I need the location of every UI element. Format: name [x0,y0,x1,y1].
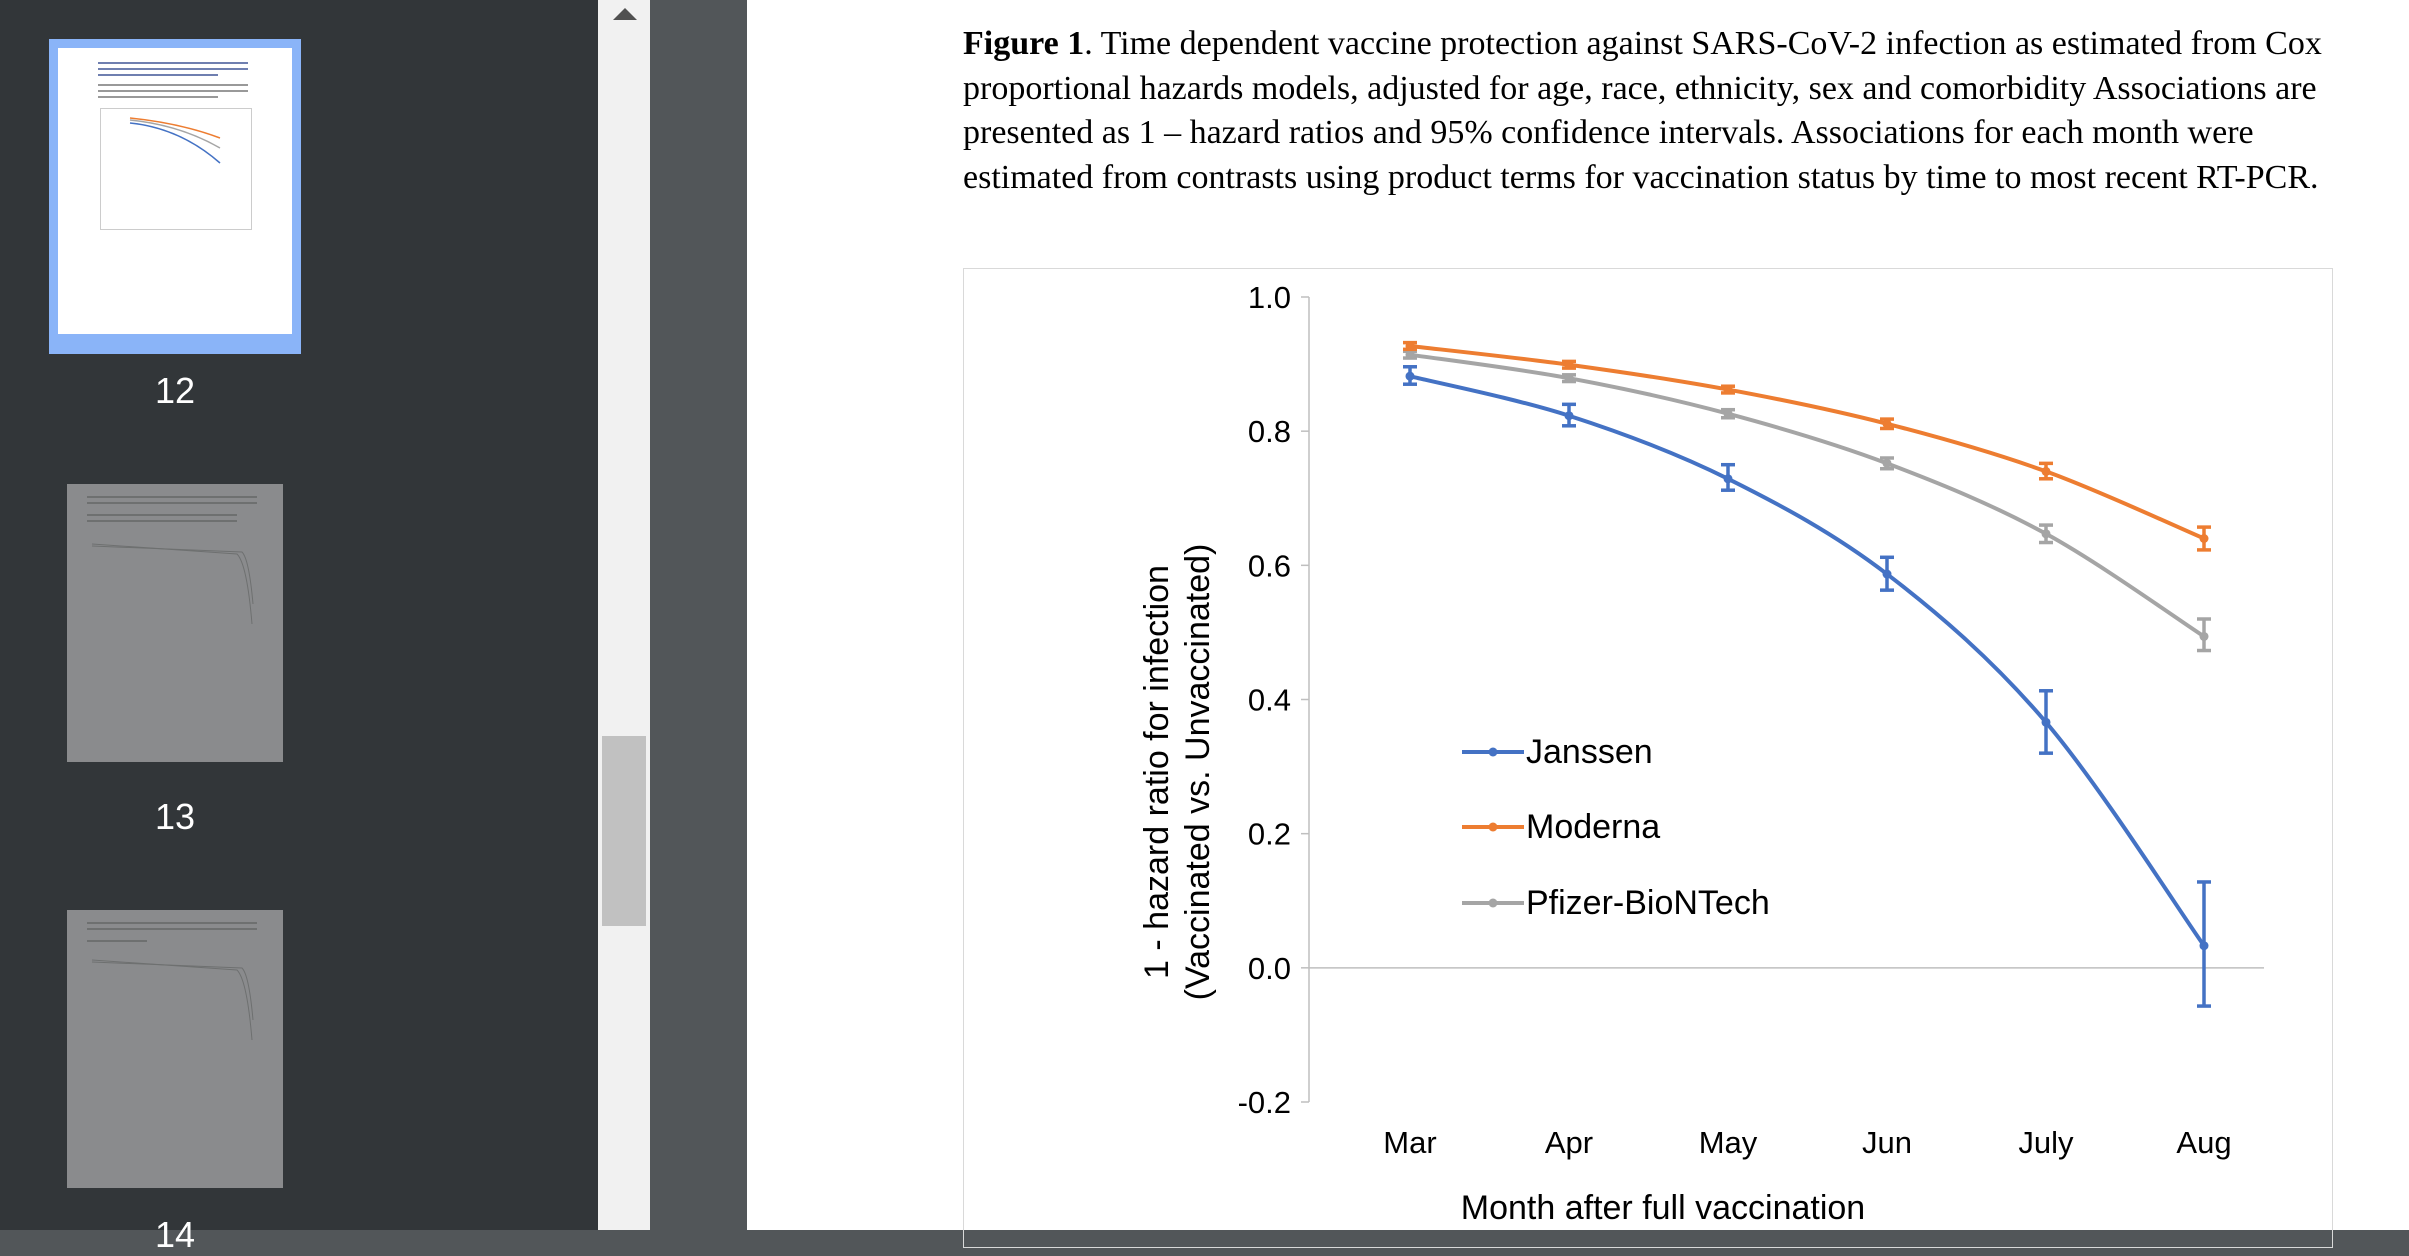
y-tick-label: -0.2 [1238,1085,1291,1120]
legend-label-moderna: Moderna [1526,808,1660,846]
data-point-moderna [1882,419,1892,429]
chart-frame: -0.2 0.0 0.2 0.4 0.6 0.8 1.0 Mar Apr May Jun July Au… [963,268,2333,1248]
data-point-pfizer-biontech [2199,631,2209,641]
x-tick-label: Mar [1383,1125,1436,1160]
x-tick-label: Aug [2176,1125,2231,1160]
thumbnail-page-number: 13 [154,796,196,837]
data-point-janssen [1405,371,1415,381]
data-point-pfizer-biontech [1723,409,1733,419]
x-tick-label: Jun [1862,1125,1912,1160]
thumbnail-sidebar: 12 13 14 [0,0,598,1255]
thumbnail-page-13[interactable] [67,484,283,762]
series-line-pfizer-biontech [1409,352,2206,639]
y-tick-label: 0.0 [1248,951,1291,986]
y-tick-label: 0.2 [1248,817,1291,852]
thumbnail-page-number: 12 [154,370,196,411]
data-point-janssen [1723,474,1733,484]
sidebar-scrollbar[interactable] [598,0,650,1230]
figure-caption: Figure 1. Time dependent vaccine protect… [963,22,2343,200]
y-tick-label: 0.4 [1248,683,1291,718]
data-point-janssen [2199,941,2209,951]
y-tick-label: 0.8 [1248,414,1291,449]
y-axis-label-line2: (Vaccinated vs. Unvaccinated) [1179,544,1217,1001]
data-point-moderna [2199,534,2209,543]
legend-label-pfizer-biontech: Pfizer-BioNTech [1526,884,1770,922]
data-point-janssen [1882,569,1892,579]
series-line-janssen [1409,374,2206,947]
figure-caption-text: . Time dependent vaccine protection agai… [963,25,2322,196]
scroll-up-arrow-icon[interactable] [613,8,637,20]
y-axis-label-line1: 1 - hazard ratio for infection [1138,565,1176,979]
data-point-janssen [2041,717,2051,727]
x-tick-label: Apr [1545,1125,1593,1160]
data-point-pfizer-biontech [1564,373,1574,383]
legend-marker-moderna [1488,822,1498,832]
data-point-pfizer-biontech [1405,350,1415,360]
thumbnail-page-12[interactable] [58,48,292,334]
data-point-janssen [1564,411,1574,421]
legend-label-janssen: Janssen [1526,733,1653,771]
data-point-pfizer-biontech [1882,458,1892,468]
x-axis-label: Month after full vaccination [1461,1189,1865,1227]
data-point-moderna [1564,360,1574,370]
y-tick-label: 0.6 [1248,548,1291,583]
legend-marker-pfizer-biontech [1488,898,1498,908]
figure-caption-label: Figure 1 [963,25,1085,62]
thumbnail-page-number: 14 [154,1214,196,1255]
series-line-moderna [1409,343,2205,541]
document-page: Figure 1. Time dependent vaccine protect… [747,0,2409,1248]
x-tick-label: July [2018,1125,2074,1160]
data-point-moderna [1723,385,1733,395]
legend-marker-janssen [1488,747,1498,757]
data-point-pfizer-biontech [2041,529,2051,539]
x-tick-label: May [1699,1125,1758,1160]
thumbnail-page-14[interactable] [67,910,283,1188]
chart: -0.2 0.0 0.2 0.4 0.6 0.8 1.0 Mar Apr May Jun July Au… [1138,280,2264,1227]
y-tick-label: 1.0 [1248,280,1291,315]
scrollbar-thumb[interactable] [602,736,646,926]
data-point-moderna [1405,341,1415,351]
data-point-moderna [2041,466,2051,476]
